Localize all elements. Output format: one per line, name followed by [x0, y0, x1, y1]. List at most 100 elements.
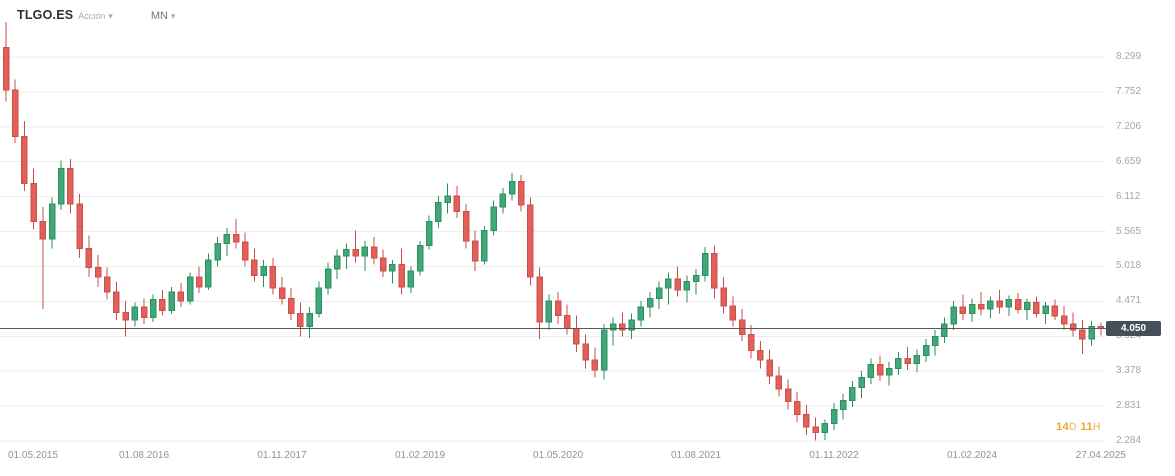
- candle-body: [729, 305, 737, 321]
- countdown-hours-unit: H: [1092, 421, 1101, 433]
- candle-body: [922, 344, 930, 357]
- candle-body: [1079, 329, 1086, 340]
- candle-body: [306, 313, 313, 327]
- candle-body: [968, 304, 976, 315]
- candle-body: [361, 246, 369, 257]
- candle-body: [324, 268, 332, 289]
- candle-body: [1014, 299, 1022, 311]
- candle-body: [803, 413, 810, 428]
- candle-body: [692, 274, 700, 283]
- candle-body: [269, 265, 277, 289]
- candle-body: [490, 206, 497, 232]
- candle-body: [959, 306, 967, 315]
- candle-body: [858, 376, 865, 389]
- time-tick-label: 01.11.2022: [809, 450, 859, 461]
- candle-body: [738, 319, 746, 336]
- candle-body: [1088, 325, 1095, 340]
- candle-body: [527, 204, 534, 278]
- candle-body: [674, 278, 681, 291]
- candle-body: [747, 334, 755, 352]
- candle-body: [913, 355, 921, 364]
- candle-body: [94, 267, 102, 278]
- candle-body: [812, 426, 819, 433]
- candle-body: [370, 246, 378, 259]
- candle-body: [766, 359, 773, 377]
- candle-body: [287, 297, 295, 315]
- candle-body: [315, 287, 323, 315]
- candle-body: [177, 291, 185, 302]
- candle-body: [784, 388, 792, 403]
- candle-body: [600, 329, 608, 371]
- candle-close-countdown: 14D 11H: [1056, 421, 1101, 433]
- candle-body: [425, 221, 433, 246]
- candle-body: [637, 306, 645, 321]
- price-tick-label: 7.752: [1116, 85, 1142, 97]
- candle-body: [343, 249, 350, 257]
- candle-body: [536, 276, 543, 323]
- candle-body: [21, 136, 28, 184]
- candle-body: [508, 180, 516, 195]
- candle-body: [821, 422, 829, 433]
- countdown-days-value: 14: [1056, 421, 1069, 433]
- time-tick-label: 01.05.2015: [8, 450, 59, 461]
- candle-body: [57, 168, 65, 205]
- symbol-selector[interactable]: TLGO.ES Acción ▾: [17, 8, 113, 22]
- candle-body: [1005, 299, 1013, 308]
- candle-body: [352, 249, 359, 257]
- price-tick-label: 5.565: [1116, 225, 1142, 237]
- candle-body: [573, 327, 580, 345]
- candle-body: [931, 336, 939, 346]
- candle-body: [1069, 323, 1077, 331]
- candle-body: [646, 297, 654, 308]
- candle-body: [251, 259, 258, 276]
- timeframe-selector[interactable]: MN ▾: [151, 10, 176, 22]
- candle-body: [517, 180, 525, 206]
- candle-body: [103, 276, 111, 293]
- candle-body: [379, 257, 387, 272]
- candle-body: [260, 265, 267, 276]
- candle-body: [545, 300, 553, 323]
- candle-body: [720, 287, 727, 307]
- candle-body: [241, 241, 249, 261]
- price-tick-label: 4.471: [1116, 295, 1142, 307]
- candle-body: [904, 357, 911, 364]
- candle-body: [977, 304, 985, 310]
- candle-body: [876, 364, 884, 376]
- candle-body: [186, 276, 194, 302]
- price-tick-label: 7.206: [1116, 120, 1142, 132]
- current-price-badge: 4.050: [1106, 320, 1161, 336]
- candle-body: [195, 276, 203, 288]
- price-tick-label: 3.378: [1116, 365, 1142, 377]
- candle-body: [48, 203, 56, 240]
- candle-body: [113, 291, 120, 313]
- candle-body: [278, 287, 286, 299]
- candle-body: [389, 263, 396, 272]
- candle-body: [582, 343, 589, 361]
- time-tick-label: 01.02.2019: [394, 450, 446, 461]
- candle-body: [895, 357, 902, 369]
- candle-body: [619, 323, 626, 331]
- candle-body: [159, 299, 166, 311]
- candle-body: [39, 221, 47, 240]
- time-tick-label: 01.02.2024: [946, 450, 998, 461]
- candle-body: [407, 270, 415, 288]
- time-tick-label: 01.05.2020: [532, 450, 584, 461]
- candle-body: [665, 278, 672, 289]
- chevron-down-icon: ▾: [170, 11, 176, 21]
- price-tick-label: 3.924: [1116, 330, 1142, 342]
- instrument-type-label: Acción: [78, 11, 106, 21]
- candle-body: [205, 259, 212, 288]
- candle-body: [214, 242, 221, 261]
- candle-body: [131, 306, 139, 321]
- candle-body: [2, 46, 10, 91]
- time-tick-label: 01.11.2017: [257, 450, 307, 461]
- current-price-value: 4.050: [1120, 322, 1147, 334]
- candle-body: [775, 375, 783, 390]
- candle-body: [140, 306, 148, 318]
- candle-body: [563, 314, 571, 329]
- candle-body: [1060, 315, 1068, 325]
- candle-body: [554, 300, 562, 316]
- price-tick-label: 5.018: [1116, 260, 1142, 272]
